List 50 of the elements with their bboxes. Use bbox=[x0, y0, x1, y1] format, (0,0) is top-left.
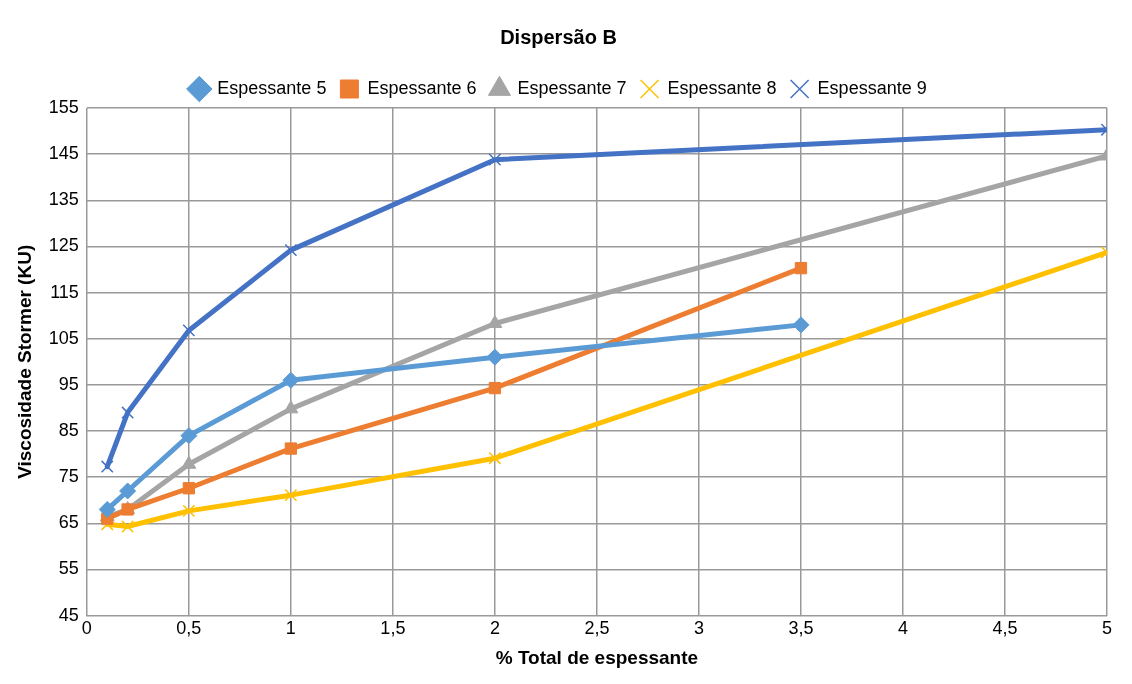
legend-label: Espessante 8 bbox=[667, 77, 777, 98]
y-tick-label: 65 bbox=[58, 512, 79, 533]
point bbox=[121, 520, 135, 533]
point bbox=[488, 381, 502, 395]
point bbox=[121, 406, 135, 419]
y-tick-label: 85 bbox=[58, 419, 79, 440]
legend-label: Espessante 5 bbox=[217, 77, 327, 98]
point bbox=[794, 261, 808, 275]
legend-label: Espessante 7 bbox=[517, 77, 627, 98]
x-axis-title: % Total de espessante bbox=[495, 646, 699, 668]
y-tick-label: 135 bbox=[48, 189, 79, 210]
point bbox=[284, 243, 298, 257]
x-tick-label: 5 bbox=[1101, 618, 1113, 639]
y-tick-label: 105 bbox=[48, 327, 79, 348]
point bbox=[182, 482, 196, 495]
x-tick-label: 2 bbox=[489, 618, 500, 639]
point bbox=[792, 316, 810, 334]
point bbox=[284, 488, 298, 502]
point bbox=[119, 482, 137, 500]
y-axis-title: Viscosidade Stormer (KU) bbox=[13, 244, 35, 479]
y-tick-label: 155 bbox=[48, 96, 79, 117]
y-tick-label: 115 bbox=[50, 281, 79, 302]
x-tick-label: 3 bbox=[693, 618, 704, 639]
x-tick-label: 1 bbox=[285, 618, 296, 639]
y-tick-label: 75 bbox=[58, 466, 79, 487]
x-tick-label: 2,5 bbox=[584, 618, 610, 639]
x-tick-label: 0 bbox=[81, 618, 92, 639]
point bbox=[182, 504, 196, 518]
point bbox=[488, 153, 502, 167]
chart-title: Dispersão B bbox=[500, 25, 617, 48]
x-tick-label: 1,5 bbox=[380, 618, 406, 639]
point bbox=[488, 451, 502, 465]
y-tick-label: 55 bbox=[58, 558, 79, 579]
y-tick-label: 125 bbox=[48, 235, 79, 256]
y-tick-label: 95 bbox=[58, 373, 79, 394]
legend-label: Espessante 6 bbox=[367, 77, 477, 98]
y-tick-label: 45 bbox=[58, 604, 79, 625]
x-tick-label: 4,5 bbox=[992, 618, 1018, 639]
point bbox=[180, 427, 198, 445]
x-tick-label: 4 bbox=[897, 618, 908, 639]
point bbox=[486, 348, 504, 366]
x-tick-label: 3,5 bbox=[788, 618, 814, 639]
point bbox=[284, 442, 298, 455]
point bbox=[100, 460, 114, 473]
y-tick-label: 145 bbox=[48, 143, 79, 164]
point bbox=[98, 500, 116, 518]
legend-label: Espessante 9 bbox=[817, 77, 927, 98]
x-tick-label: 0,5 bbox=[176, 618, 202, 639]
point bbox=[182, 324, 196, 337]
point bbox=[282, 371, 300, 389]
